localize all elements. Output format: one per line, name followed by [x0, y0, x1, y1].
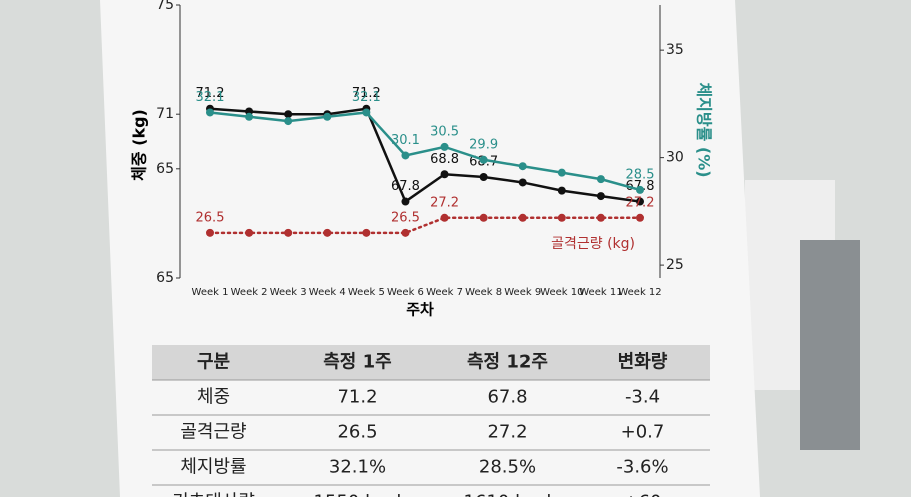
- x-tick-label: Week 7: [426, 287, 463, 298]
- table-cell: 67.8: [487, 387, 527, 408]
- point: [636, 185, 644, 194]
- point: [206, 228, 214, 237]
- point: [245, 112, 254, 121]
- point: [557, 186, 566, 195]
- value-label: 30.5: [430, 124, 459, 139]
- stand: [800, 240, 860, 450]
- value-label: 32.1: [352, 90, 381, 105]
- table-header: 측정 1주: [323, 352, 391, 373]
- point: [636, 197, 644, 206]
- table-cell: 71.2: [337, 387, 377, 408]
- point: [401, 228, 410, 237]
- y-tick-label: 65: [156, 161, 174, 177]
- series-line: [208, 216, 642, 235]
- table-cell: 27.2: [487, 422, 527, 443]
- x-tick-label: Week 1: [192, 287, 229, 298]
- series-line: [208, 111, 642, 192]
- x-tick-label: Week 5: [348, 287, 385, 298]
- y-tick-label: 75: [156, 0, 174, 13]
- x-axis-title: 주차: [406, 301, 434, 319]
- point: [284, 228, 293, 237]
- point: [596, 175, 605, 184]
- point: [440, 142, 449, 151]
- value-label: 71.2: [352, 86, 381, 101]
- value-label: 27.2: [430, 195, 459, 210]
- y-axis-title: 체중 (kg): [130, 109, 149, 181]
- point: [284, 117, 293, 126]
- point: [636, 213, 644, 222]
- point: [557, 168, 566, 177]
- table-header-bg: [152, 345, 710, 380]
- point: [479, 213, 488, 222]
- point: [323, 228, 332, 237]
- x-tick-label: Week 9: [504, 287, 541, 298]
- x-tick-label: Week 12: [618, 287, 661, 298]
- table-cell: 체지방률: [180, 457, 246, 478]
- series-name: 골격근량 (kg): [551, 236, 635, 252]
- table-cell: +60: [624, 492, 662, 497]
- value-label: 71.2: [196, 86, 225, 101]
- y2-tick-label: 35: [666, 42, 684, 58]
- table-cell: -3.6%: [616, 457, 668, 478]
- value-label: 32.1: [196, 90, 225, 105]
- point: [518, 162, 527, 171]
- value-label: 67.8: [391, 179, 420, 194]
- table-cell: 체중: [197, 387, 230, 408]
- table-cell: +0.7: [621, 422, 665, 443]
- table-cell: 26.5: [337, 422, 377, 443]
- table-header: 변화량: [618, 352, 668, 373]
- y2-tick-label: 30: [666, 150, 684, 166]
- x-tick-label: Week 6: [387, 287, 424, 298]
- point: [440, 213, 449, 222]
- x-tick-label: Week 2: [231, 287, 268, 298]
- point: [323, 112, 332, 121]
- point: [401, 197, 410, 206]
- table-header: 측정 12주: [467, 352, 548, 373]
- table-cell: 기초대사량: [172, 492, 255, 497]
- point: [440, 170, 449, 179]
- point: [362, 108, 371, 117]
- point: [362, 228, 371, 237]
- table-cell: -3.4: [625, 387, 660, 408]
- value-label: 26.5: [196, 210, 225, 225]
- point: [479, 172, 488, 181]
- point: [284, 110, 293, 119]
- table-cell: 28.5%: [479, 457, 536, 478]
- point: [596, 213, 605, 222]
- value-label: 28.5: [626, 167, 655, 182]
- point: [245, 228, 254, 237]
- table-cell: 32.1%: [329, 457, 386, 478]
- y2-axis-title: 체지방률 (%): [695, 82, 714, 177]
- y-tick-label: 65: [156, 270, 174, 286]
- table-cell: 골격근량: [180, 422, 246, 443]
- x-tick-label: Week 8: [465, 287, 502, 298]
- value-label: 26.5: [391, 210, 420, 225]
- point: [557, 213, 566, 222]
- table-header: 구분: [197, 352, 230, 373]
- x-tick-label: Week 4: [309, 287, 346, 298]
- y-tick-label: 71: [156, 106, 174, 122]
- value-label: 30.1: [391, 133, 420, 148]
- y2-tick-label: 25: [666, 257, 684, 273]
- value-label: 68.8: [430, 152, 459, 167]
- point: [479, 155, 488, 164]
- value-label: 29.9: [469, 137, 498, 152]
- value-label: 27.2: [626, 195, 655, 210]
- table-cell: 1610 kcal: [464, 492, 552, 497]
- point: [518, 178, 527, 187]
- point: [401, 151, 410, 160]
- x-tick-label: Week 10: [540, 287, 583, 298]
- series-line: [208, 107, 642, 204]
- point: [206, 108, 214, 117]
- point: [518, 213, 527, 222]
- x-tick-label: Week 3: [270, 287, 307, 298]
- table-cell: 1550 kcal: [314, 492, 402, 497]
- point: [596, 192, 605, 201]
- x-tick-label: Week 11: [579, 287, 622, 298]
